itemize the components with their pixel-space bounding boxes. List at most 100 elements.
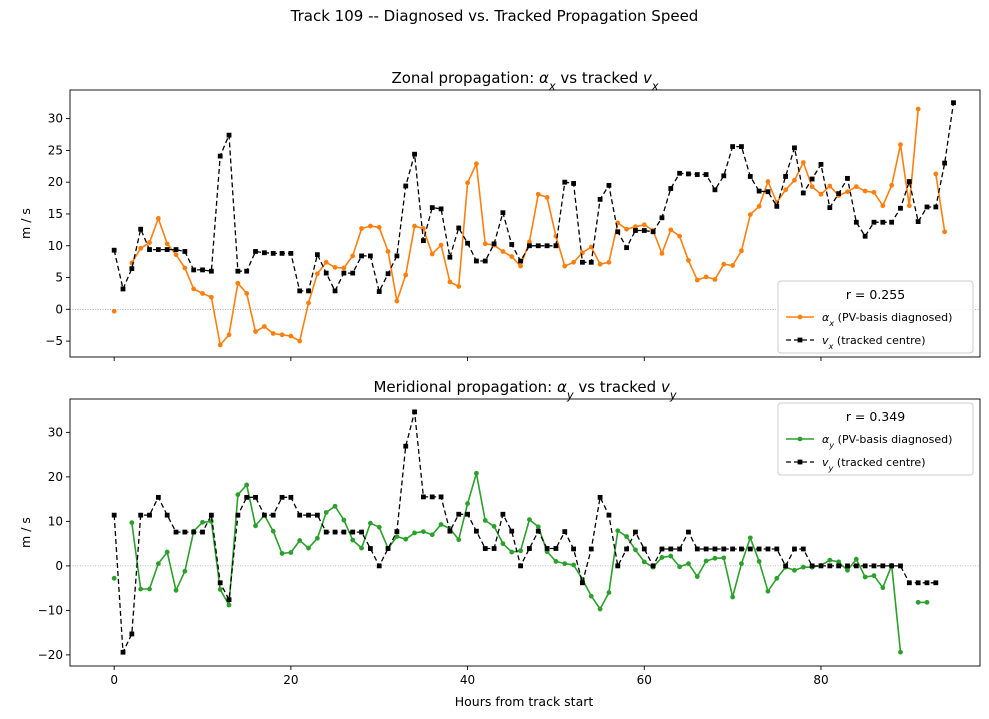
- data-point: [279, 332, 285, 338]
- data-point: [633, 224, 638, 230]
- data-point: [668, 553, 674, 559]
- data-point: [827, 183, 833, 189]
- data-point: [270, 250, 276, 256]
- data-point: [359, 529, 364, 535]
- data-point: [898, 205, 903, 211]
- data-point: [862, 563, 868, 569]
- data-point: [739, 248, 744, 254]
- data-point: [615, 563, 621, 569]
- data-point: [279, 551, 285, 556]
- data-point: [385, 271, 391, 277]
- data-point: [288, 550, 294, 555]
- data-point: [765, 189, 771, 195]
- data-point: [871, 189, 877, 195]
- data-point: [721, 261, 727, 267]
- data-point: [332, 529, 338, 535]
- panel-title: Meridional propagation: αy vs tracked vy: [373, 378, 676, 402]
- data-point: [297, 338, 303, 344]
- data-point: [677, 546, 683, 552]
- data-point: [800, 564, 806, 570]
- legend-marker: [797, 314, 803, 320]
- data-point: [898, 649, 903, 655]
- data-point: [332, 264, 338, 270]
- data-point: [730, 546, 736, 552]
- data-point: [235, 492, 241, 498]
- data-point: [527, 239, 532, 245]
- data-point: [756, 188, 762, 194]
- y-tick-label: 10: [48, 239, 63, 253]
- data-point: [138, 245, 144, 251]
- data-point: [747, 174, 753, 179]
- data-point: [730, 263, 736, 268]
- data-point: [853, 563, 859, 569]
- data-point: [147, 240, 152, 245]
- data-point: [173, 587, 179, 593]
- data-point: [191, 286, 197, 292]
- data-point: [138, 512, 144, 518]
- data-point: [774, 203, 780, 209]
- data-point: [164, 549, 170, 555]
- data-point: [774, 575, 780, 581]
- data-point: [862, 233, 868, 239]
- data-point: [518, 258, 523, 264]
- data-point: [553, 243, 559, 249]
- data-point: [756, 203, 762, 209]
- data-point: [668, 546, 674, 552]
- series-line: [113, 102, 955, 293]
- data-point: [641, 546, 647, 552]
- data-point: [650, 229, 656, 235]
- data-point: [367, 520, 373, 526]
- data-point: [447, 528, 453, 534]
- data-point: [853, 184, 859, 190]
- meridional-panel: −20 −10 0 10 20 30 0 20 40 60 80 m / s Meridional pr…: [18, 378, 981, 687]
- data-point: [403, 443, 409, 449]
- data-point: [270, 528, 276, 534]
- data-point: [588, 244, 594, 250]
- data-point: [668, 186, 674, 191]
- data-point: [261, 324, 267, 329]
- data-point: [615, 229, 621, 235]
- data-point: [412, 530, 417, 536]
- series-line: [131, 472, 902, 653]
- panel-title: Zonal propagation: αx vs tracked vx: [391, 69, 658, 93]
- data-point: [553, 546, 559, 551]
- data-point: [818, 191, 824, 197]
- data-point: [942, 229, 948, 235]
- data-point: [580, 250, 585, 256]
- data-point: [438, 522, 444, 527]
- data-point: [845, 189, 850, 195]
- data-point: [314, 512, 320, 518]
- series-line: [935, 173, 946, 232]
- data-point: [562, 263, 568, 269]
- data-point: [783, 174, 789, 179]
- data-point: [164, 512, 170, 518]
- data-point: [208, 512, 214, 518]
- data-point: [747, 535, 753, 541]
- data-point: [235, 512, 241, 518]
- data-point: [597, 494, 603, 500]
- data-point: [853, 219, 859, 225]
- data-point: [394, 529, 400, 535]
- data-point: [624, 546, 630, 552]
- data-point: [924, 599, 930, 605]
- data-point: [606, 590, 612, 595]
- data-point: [491, 241, 497, 247]
- data-point: [686, 171, 691, 177]
- data-point: [226, 132, 232, 138]
- data-point: [394, 298, 400, 304]
- data-point: [694, 546, 700, 552]
- data-point: [527, 243, 532, 249]
- data-point: [306, 512, 311, 518]
- data-point: [739, 561, 744, 567]
- legend-entry-label: αx (PV-basis diagnosed): [822, 311, 952, 328]
- data-point: [147, 247, 152, 252]
- data-point: [800, 546, 806, 552]
- data-point: [438, 206, 444, 212]
- data-point: [482, 546, 488, 551]
- data-point: [253, 494, 258, 500]
- data-point: [800, 190, 806, 196]
- data-point: [624, 534, 630, 539]
- data-point: [694, 277, 700, 283]
- data-point: [244, 291, 250, 296]
- data-point: [588, 593, 594, 599]
